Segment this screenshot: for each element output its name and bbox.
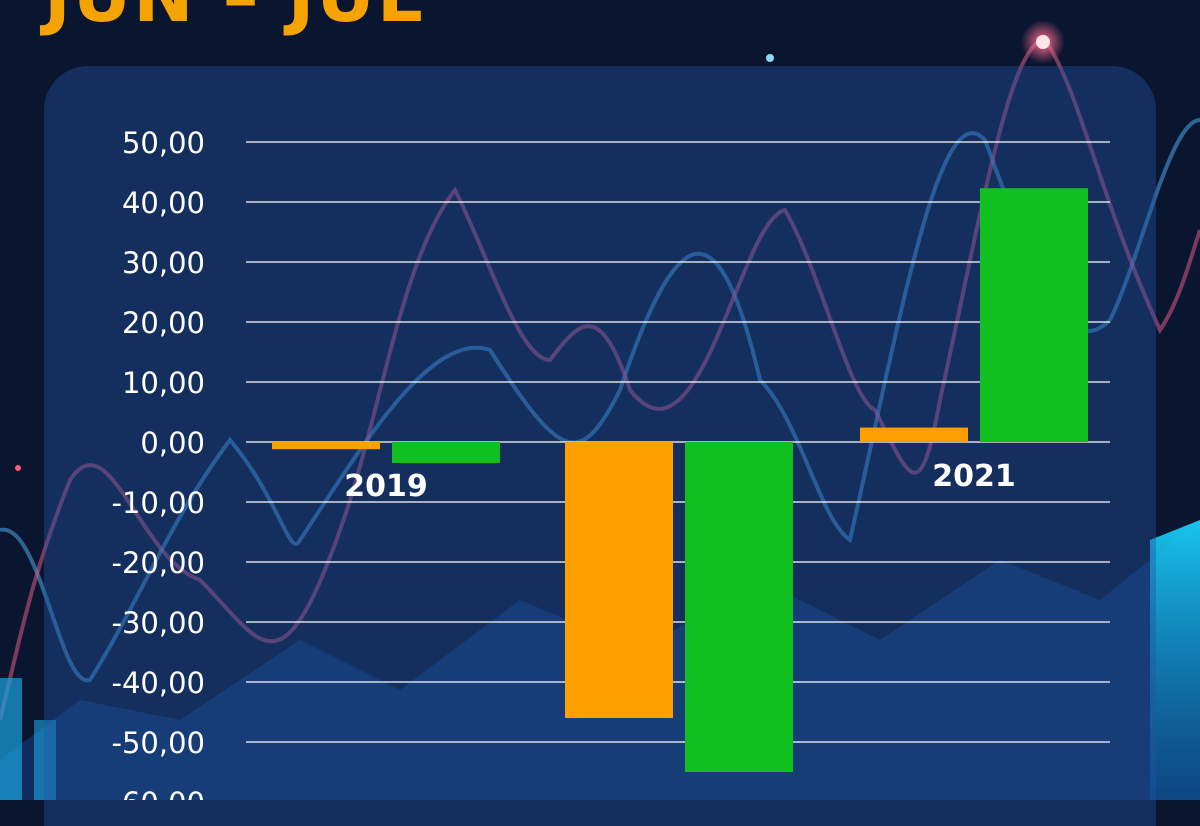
bar-orange-0 [272,442,380,450]
category-label: 2021 [932,459,1016,494]
y-tick-label: -10,00 [112,486,206,520]
y-tick-label: -40,00 [112,666,206,700]
bar-green-2 [980,188,1088,442]
bar-orange-1 [565,442,673,718]
y-tick-label: 10,00 [122,366,205,400]
y-tick-label: 40,00 [122,186,205,220]
y-axis-ticks: 50,00 40,00 30,00 20,00 10,00 0,00 -10,00 -20,0… [112,126,206,800]
y-tick-label: -60,00 [112,786,206,800]
y-tick-label: 0,00 [140,426,205,460]
y-tick-label: 50,00 [122,126,205,160]
bar-orange-2 [860,427,968,442]
bar-chart: 50,00 40,00 30,00 20,00 10,00 0,00 -10,00 -20,0… [112,126,1110,800]
y-tick-label: 30,00 [122,246,205,280]
bars [272,188,1088,772]
y-tick-label: -30,00 [112,606,206,640]
y-tick-label: -50,00 [112,726,206,760]
category-label: 2019 [344,469,428,504]
category-labels: 2019 2021 [344,459,1016,504]
y-tick-label: -20,00 [112,546,206,580]
bar-green-0 [392,442,500,463]
y-tick-label: 20,00 [122,306,205,340]
bar-green-1 [685,442,793,772]
page-title: JUN – JUL [44,0,425,38]
